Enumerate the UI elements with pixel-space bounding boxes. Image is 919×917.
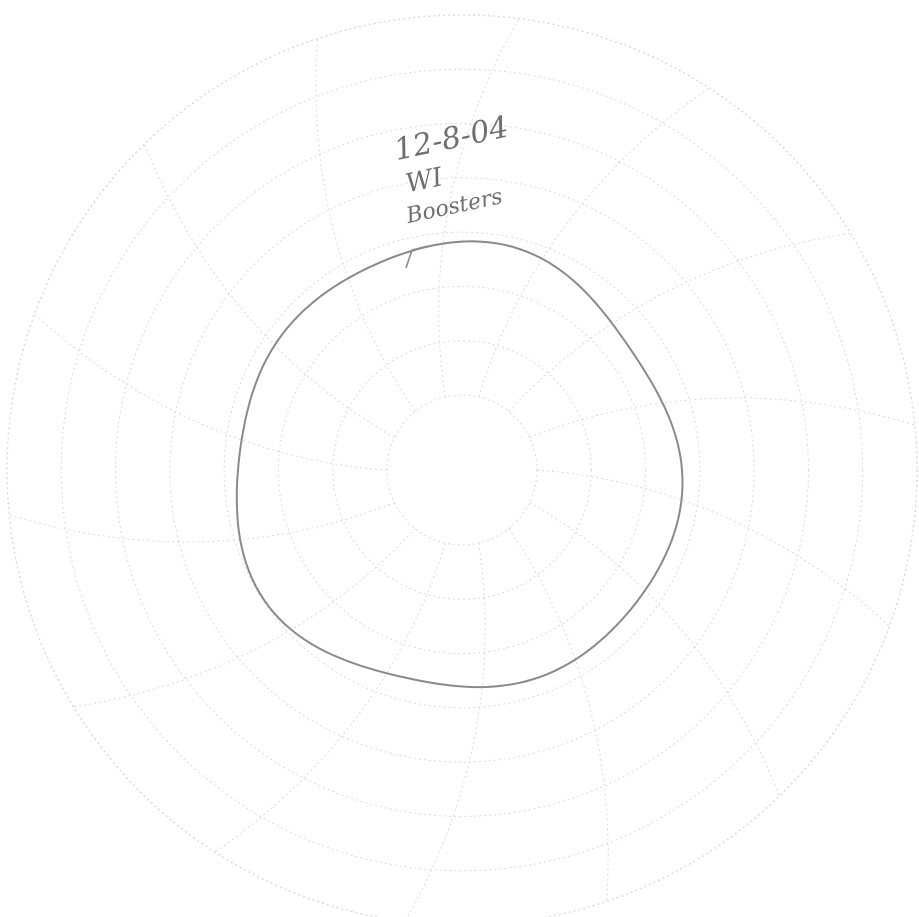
grid-ring — [223, 231, 701, 709]
grid-spoke — [34, 313, 388, 471]
grid-spoke — [508, 232, 851, 412]
annotation-line-date: 12-8-04 — [391, 110, 511, 168]
grid-spoke — [144, 143, 395, 438]
grid-ring — [115, 123, 809, 817]
grid-spoke — [508, 528, 609, 902]
grid-ring — [386, 394, 538, 546]
grid-ring — [6, 14, 918, 917]
grid-ring — [277, 285, 647, 655]
grid-ring — [169, 177, 755, 763]
polar-grid — [6, 14, 918, 917]
trace-layer — [235, 240, 684, 689]
grid-spoke — [315, 38, 416, 412]
grid-ring — [332, 340, 592, 600]
pen-start-mark — [405, 245, 429, 269]
grid-spoke — [214, 542, 446, 853]
grid-ring — [60, 68, 864, 872]
annotation-line-location: WI — [403, 162, 446, 199]
grid-spoke — [536, 469, 890, 627]
grid-spoke — [478, 87, 710, 398]
pen-trace — [235, 240, 684, 689]
handwritten-annotation: 12-8-04 WI Boosters — [391, 110, 511, 230]
grid-spoke — [529, 502, 780, 797]
